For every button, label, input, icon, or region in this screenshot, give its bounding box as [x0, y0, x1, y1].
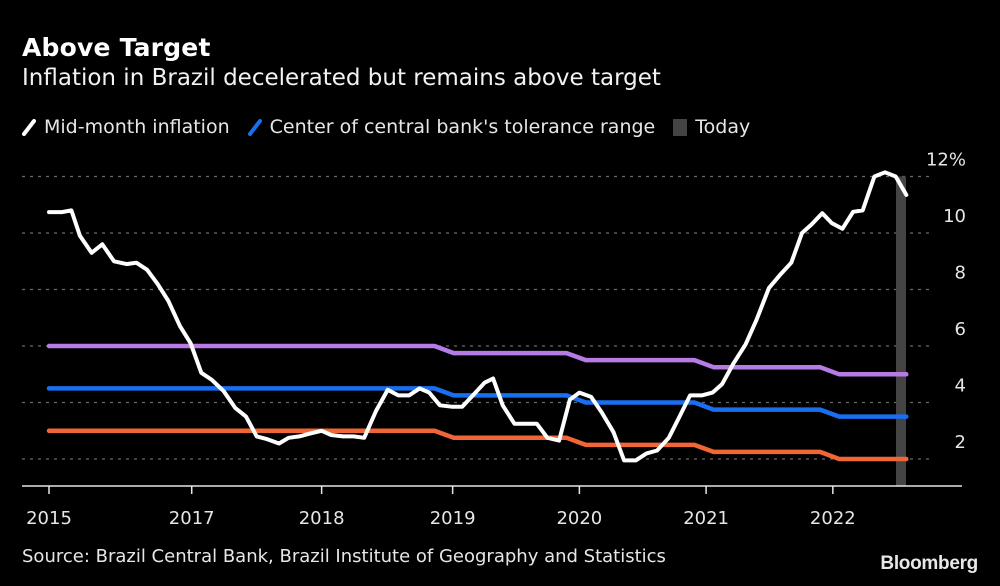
legend-label: Mid-month inflation [44, 116, 230, 138]
x-tick-label: 2020 [556, 508, 602, 529]
y-tick-label: 2 [955, 432, 966, 453]
legend-item-today: Today [673, 116, 750, 138]
series-mid-month-inflation [47, 170, 909, 463]
series-upper-tolerance [46, 343, 909, 377]
x-tick-label: 2021 [683, 508, 729, 529]
today-bar [896, 176, 906, 486]
chart-subtitle: Inflation in Brazil decelerated but rema… [22, 65, 661, 91]
source-note: Source: Brazil Central Bank, Brazil Inst… [22, 546, 666, 567]
x-tick-label: 2017 [169, 508, 215, 529]
x-tick-label: 2018 [299, 508, 345, 529]
legend-line-swatch-icon [247, 119, 262, 136]
bloomberg-logo: Bloomberg [880, 553, 978, 574]
legend: Mid-month inflation Center of central ba… [22, 116, 768, 138]
legend-item-mid-month-inflation: Mid-month inflation [22, 116, 230, 138]
x-tick-label: 2015 [26, 508, 72, 529]
chart-title: Above Target [22, 33, 211, 62]
y-tick-label: 6 [955, 319, 966, 340]
legend-line-swatch-icon [22, 119, 36, 136]
y-tick-label: 10 [943, 206, 966, 227]
legend-box-swatch-icon [673, 118, 688, 136]
series-lower-tolerance [46, 428, 909, 462]
x-tick-label: 2022 [810, 508, 856, 529]
x-tick-label: 2019 [430, 508, 476, 529]
y-tick-label: 8 [955, 263, 966, 284]
legend-label: Center of central bank's tolerance range [269, 116, 656, 138]
legend-item-tolerance-center: Center of central bank's tolerance range [247, 116, 656, 138]
series-center-of-central-bank-s-tolerance-range [46, 386, 909, 419]
y-tick-label: 4 [955, 376, 966, 397]
legend-label: Today [695, 116, 751, 138]
y-tick-label: 12% [926, 150, 966, 171]
